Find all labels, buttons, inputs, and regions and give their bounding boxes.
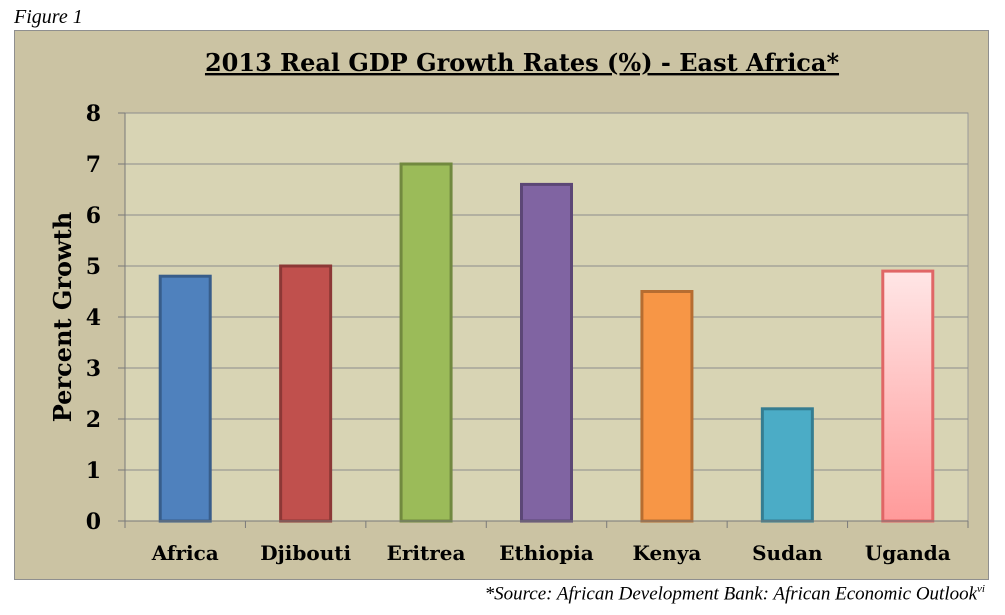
x-tick-label: Africa [151,541,219,565]
bars [158,162,935,523]
source-text: *Source: African Development Bank: Afric… [484,583,978,605]
bar-kenya [640,290,694,523]
x-tick-label: Eritrea [387,541,466,565]
source-superscript: vi [977,583,985,595]
chart-title: 2013 Real GDP Growth Rates (%) - East Af… [205,48,840,77]
bar-uganda [881,269,935,523]
y-tick-label: 3 [86,356,101,382]
x-tick-label: Uganda [865,541,951,565]
figure-label: Figure 1 [14,6,83,28]
y-tick-label: 5 [86,254,101,280]
bar-sudan [760,407,814,523]
y-tick-label: 1 [86,458,101,484]
y-tick-label: 8 [86,101,101,127]
y-tick-label: 4 [86,305,101,331]
y-tick-label: 0 [86,509,101,535]
axes [118,112,969,528]
y-tick-label: 2 [86,407,101,433]
y-axis-label: Percent Growth [48,212,77,422]
bar-africa [158,274,212,523]
bar-eritrea [399,162,453,523]
x-tick-label: Ethiopia [499,541,594,565]
bar-ethiopia [520,182,573,523]
source-note: *Source: African Development Bank: Afric… [485,583,985,605]
x-tick-label: Kenya [633,541,702,565]
bar-djibouti [279,264,333,523]
y-tick-label: 6 [86,203,101,229]
y-tick-label: 7 [86,152,101,178]
y-tick-labels: 0 1 2 3 4 5 6 7 8 [86,101,101,535]
x-tick-labels: Africa Djibouti Eritrea Ethiopia Kenya Sudan U… [151,541,951,565]
x-tick-label: Sudan [752,541,823,565]
x-tick-label: Djibouti [260,541,351,565]
